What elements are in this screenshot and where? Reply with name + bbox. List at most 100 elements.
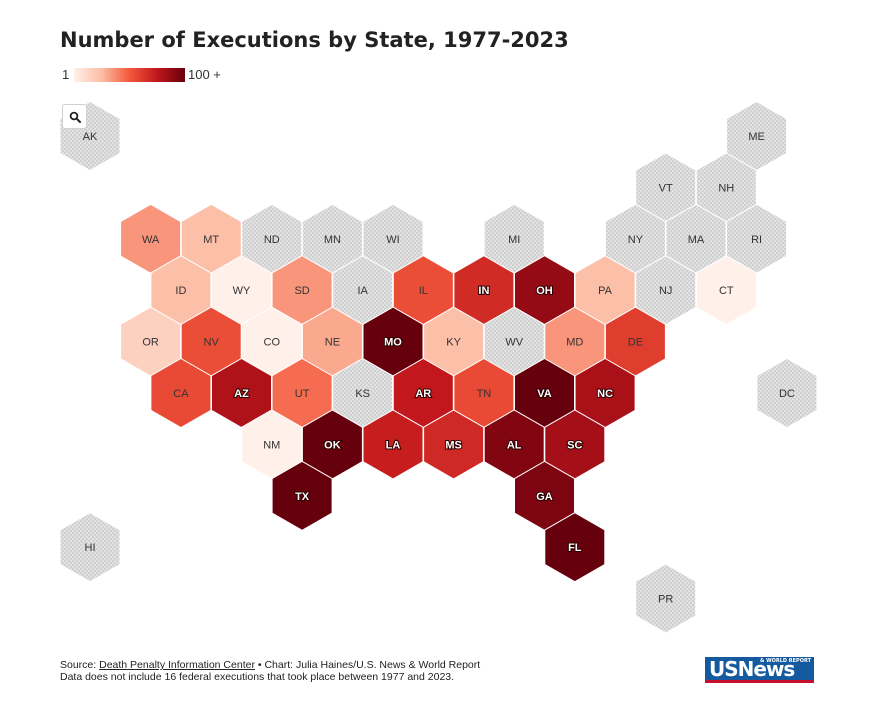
state-label: WA [142, 234, 160, 246]
state-hex-nm[interactable]: NM [241, 409, 303, 480]
state-label: WV [505, 337, 523, 349]
state-label: MA [688, 234, 705, 246]
state-label: IN [478, 285, 489, 297]
state-hex-nc[interactable]: NC [574, 357, 636, 429]
state-label: AR [415, 388, 431, 400]
state-hex-nd[interactable]: ND [241, 203, 303, 274]
state-label: AL [507, 439, 522, 451]
chart-title: Number of Executions by State, 1977-2023 [60, 28, 569, 52]
state-hex-ma[interactable]: MA [665, 203, 727, 274]
state-hex-shape [695, 255, 757, 326]
state-hex-dc[interactable]: DC [756, 357, 818, 429]
state-hex-ms[interactable]: MS [423, 409, 485, 480]
logo-sub-text: & WORLD REPORT [759, 658, 811, 664]
state-label: UT [295, 388, 310, 400]
state-label: CA [173, 388, 189, 400]
state-hex-ok[interactable]: OK [301, 409, 363, 480]
state-hex-ga[interactable]: GA [514, 460, 575, 531]
legend-gradient-bar [74, 68, 185, 82]
state-label: ND [264, 234, 280, 246]
state-hex-fl[interactable]: FL [544, 512, 606, 583]
state-label: MN [324, 234, 341, 246]
state-hex-mo[interactable]: MO [362, 306, 424, 377]
state-label: KY [446, 337, 461, 349]
state-label: TX [295, 491, 310, 503]
state-label: OH [536, 285, 553, 297]
state-label: NV [204, 337, 220, 349]
state-label: LA [386, 439, 401, 451]
state-label: MS [445, 439, 462, 451]
search-icon [69, 111, 81, 123]
state-label: TN [477, 388, 492, 400]
state-hex-me[interactable]: ME [726, 100, 788, 172]
zoom-button[interactable] [62, 104, 87, 129]
state-label: WI [386, 234, 399, 246]
state-label: NJ [659, 285, 672, 297]
state-hex-wa[interactable]: WA [120, 203, 182, 274]
usnews-logo[interactable]: USNews & WORLD REPORT [705, 657, 814, 683]
state-label: IL [419, 285, 428, 297]
state-hex-ar[interactable]: AR [392, 357, 454, 429]
source-link[interactable]: Death Penalty Information Center [99, 659, 255, 671]
state-hex-ct[interactable]: CT [695, 255, 757, 326]
state-label: NY [628, 234, 644, 246]
state-hex-shape [150, 357, 212, 429]
footer: Source: Death Penalty Information Center… [60, 659, 480, 683]
state-label: HI [85, 542, 96, 554]
state-hex-mt[interactable]: MT [180, 203, 242, 274]
footnote: Data does not include 16 federal executi… [60, 671, 455, 683]
state-label: NC [597, 388, 613, 400]
state-label: CO [264, 337, 281, 349]
source-line: Source: Death Penalty Information Center… [60, 659, 480, 671]
state-label: MO [384, 337, 402, 349]
state-hex-de[interactable]: DE [604, 306, 666, 377]
credit-text: • Chart: Julia Haines/U.S. News & World … [254, 659, 481, 671]
state-hex-mn[interactable]: MN [301, 203, 363, 274]
state-hex-la[interactable]: LA [362, 409, 424, 480]
state-label: DE [628, 337, 643, 349]
state-label: RI [751, 234, 762, 246]
state-label: CT [719, 285, 734, 297]
state-hex-shape [271, 460, 333, 531]
state-label: DC [779, 388, 795, 400]
state-label: FL [568, 542, 582, 554]
legend-max-label: 100 + [188, 67, 221, 82]
state-hex-shape [544, 512, 606, 583]
state-label: SC [567, 439, 582, 451]
state-hex-shape [362, 409, 424, 480]
state-hex-shape [756, 357, 818, 429]
state-hex-tx[interactable]: TX [271, 460, 333, 531]
state-label: NE [325, 337, 340, 349]
state-hex-sc[interactable]: SC [544, 409, 606, 480]
state-hex-ca[interactable]: CA [150, 357, 212, 429]
state-label: MD [566, 337, 583, 349]
legend-min-label: 1 [62, 67, 70, 82]
state-label: IA [357, 285, 368, 297]
state-hex-pr[interactable]: PR [635, 563, 697, 634]
state-label: NH [718, 182, 734, 194]
state-label: GA [536, 491, 553, 503]
state-label: PR [658, 594, 673, 606]
state-hex-shape [423, 409, 485, 480]
state-hex-shape [635, 563, 697, 634]
state-label: KS [355, 388, 370, 400]
state-hex-shape [59, 512, 121, 583]
state-label: PA [598, 285, 613, 297]
state-label: AK [83, 131, 98, 143]
state-label: VT [659, 182, 673, 194]
state-hex-tn[interactable]: TN [453, 357, 515, 429]
state-label: OR [142, 337, 159, 349]
state-label: VA [537, 388, 552, 400]
state-label: ID [175, 285, 186, 297]
state-label: NM [263, 439, 280, 451]
state-hex-hi[interactable]: HI [59, 512, 121, 583]
state-label: MT [203, 234, 219, 246]
state-hex-ks[interactable]: KS [332, 357, 394, 429]
state-label: AZ [234, 388, 249, 400]
state-label: OK [324, 439, 341, 451]
state-label: SD [294, 285, 309, 297]
source-prefix: Source: [60, 659, 100, 671]
state-label: ME [748, 131, 765, 143]
state-label: WY [233, 285, 251, 297]
